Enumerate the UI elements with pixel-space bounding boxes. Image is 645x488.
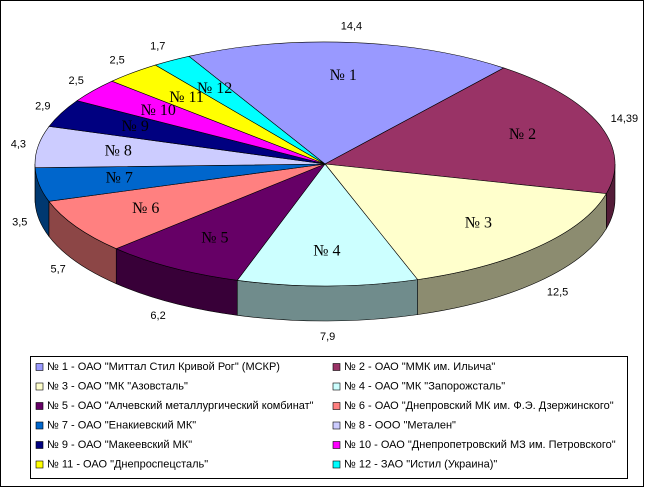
legend-swatch bbox=[332, 363, 341, 371]
legend-label: № 9 - ОАО "Макеевский МК" bbox=[47, 439, 192, 451]
slice-label: № 8 bbox=[105, 142, 132, 159]
legend-label: № 4 - ОАО "МК "Запорожсталь" bbox=[344, 380, 505, 392]
slice-label: № 4 bbox=[313, 243, 340, 260]
slice-label: № 10 bbox=[141, 102, 176, 119]
legend-swatch bbox=[35, 441, 44, 449]
slice-label: № 6 bbox=[132, 200, 159, 217]
slice-label: № 11 bbox=[169, 89, 204, 106]
slice-label: № 9 bbox=[122, 118, 149, 135]
slice-label: № 12 bbox=[197, 80, 232, 97]
legend-swatch bbox=[332, 402, 341, 410]
legend-label: № 7 - ОАО "Енакиевский МК" bbox=[47, 419, 196, 431]
slice-label: № 2 bbox=[509, 126, 536, 143]
legend-swatch bbox=[35, 460, 44, 469]
slice bbox=[236, 163, 419, 287]
legend-label: № 8 - ООО "Метален" bbox=[344, 419, 456, 431]
value-label: 4,3 bbox=[11, 138, 26, 150]
legend-swatch bbox=[332, 382, 341, 391]
legend-label: № 10 - ОАО "Днепропетровский МЗ им. Петр… bbox=[344, 439, 616, 451]
value-label: 3,5 bbox=[12, 216, 27, 228]
slice-label: № 3 bbox=[465, 214, 492, 231]
value-label: 14,4 bbox=[341, 20, 362, 32]
legend-label: № 2 - ОАО "ММК им. Ильича" bbox=[344, 361, 495, 373]
slice bbox=[115, 163, 326, 281]
slice-label: № 5 bbox=[201, 229, 228, 246]
value-label: 2,5 bbox=[109, 55, 124, 67]
legend-swatch bbox=[332, 441, 341, 449]
value-label: 6,2 bbox=[150, 310, 165, 322]
legend-box bbox=[30, 356, 628, 479]
slice-label: № 7 bbox=[106, 170, 133, 187]
slice bbox=[188, 41, 505, 165]
legend-swatch bbox=[35, 382, 44, 391]
value-label: 14,39 bbox=[611, 113, 639, 125]
legend-swatch bbox=[35, 421, 44, 430]
value-label: 2,9 bbox=[35, 100, 50, 112]
slice-label: № 1 bbox=[330, 67, 357, 84]
legend-swatch bbox=[332, 421, 341, 430]
legend-swatch bbox=[332, 460, 341, 469]
legend-swatch bbox=[35, 363, 44, 371]
legend-label: № 5 - ОАО "Алчевский металлургический ко… bbox=[47, 400, 314, 412]
slice bbox=[324, 163, 607, 280]
legend-label: № 3 - ОАО "МК "Азовсталь" bbox=[47, 380, 188, 392]
legend-swatch bbox=[35, 402, 44, 410]
value-label: 12,5 bbox=[547, 287, 568, 299]
legend-label: № 12 - ЗАО "Истил (Украина)" bbox=[344, 458, 497, 470]
slice bbox=[154, 55, 326, 165]
value-label: 5,7 bbox=[51, 264, 66, 276]
value-label: 2,5 bbox=[69, 75, 84, 87]
value-label: 1,7 bbox=[150, 41, 165, 53]
value-label: 7,9 bbox=[320, 331, 335, 343]
legend-label: № 11 - ОАО "Днепроспецсталь" bbox=[47, 458, 208, 470]
slice bbox=[324, 67, 616, 194]
slice bbox=[48, 163, 326, 249]
legend-label: № 6 - ОАО "Днепровский МК им. Ф.Э. Дзерж… bbox=[344, 400, 614, 412]
legend-label: № 1 - ОАО "Миттал Стил Кривой Рог" (МСКР… bbox=[47, 361, 280, 373]
